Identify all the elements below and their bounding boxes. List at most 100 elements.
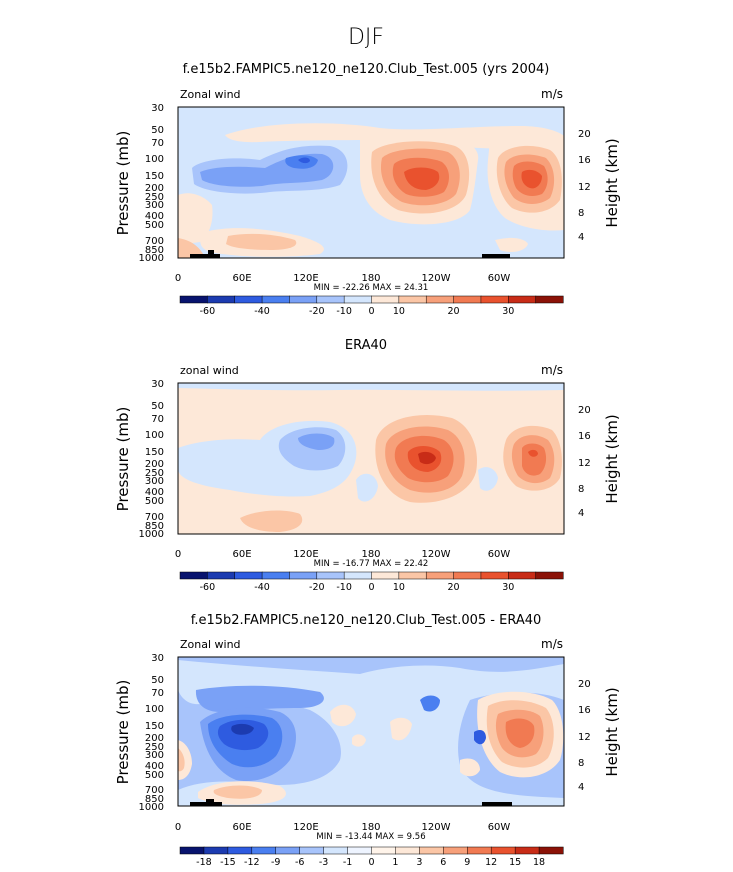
- contour-jet2-l3: [522, 443, 547, 476]
- ytick-label: 400: [145, 487, 164, 498]
- colorbar-swatch: [261, 571, 290, 580]
- colorbar-swatch: [453, 571, 482, 580]
- colorbar-swatch: [207, 571, 236, 580]
- panel-model-colorbar: -60 -40 -20 -10 0 10 20 30: [179, 295, 564, 317]
- ytick-label: 300: [145, 200, 164, 211]
- ytick-label: 50: [151, 125, 164, 136]
- panel-difference-frame: [177, 656, 565, 807]
- contour-jet2-l4: [521, 169, 542, 189]
- panel-difference-ylabel: Pressure (mb): [114, 680, 132, 785]
- contour-positive-left: [178, 238, 205, 258]
- contour-negative-top: [178, 383, 564, 391]
- ytick-label: 850: [145, 794, 164, 805]
- colorbar-label: 3: [416, 857, 422, 868]
- panel-era40-left-label: zonal wind: [180, 364, 239, 377]
- colorbar-swatch: [289, 571, 318, 580]
- panel-difference-title: f.e15b2.FAMPIC5.ne120_ne120.Club_Test.00…: [191, 613, 542, 628]
- panel-difference-left-label: Zonal wind: [180, 638, 241, 651]
- contour-positive-right4: [505, 718, 535, 748]
- colorbar-label: -3: [319, 857, 328, 868]
- colorbar-label: 1: [392, 857, 398, 868]
- ytick-label: 200: [145, 459, 164, 470]
- colorbar-swatch: [419, 846, 444, 855]
- panel-model-left-label: Zonal wind: [180, 88, 241, 101]
- colorbar-swatch: [179, 571, 208, 580]
- xtick-label: 0: [175, 822, 181, 833]
- xtick-label: 0: [175, 273, 181, 284]
- xtick-label: 120E: [293, 273, 318, 284]
- colorbar-swatch: [234, 571, 263, 580]
- contour-jet1-l4: [404, 167, 440, 190]
- xtick-label: 0: [175, 549, 181, 560]
- contour-jet2-l4: [528, 449, 538, 457]
- panel-model-ylabel: Pressure (mb): [114, 131, 132, 236]
- colorbar-label: 15: [509, 857, 521, 868]
- y2tick-label: 12: [578, 182, 591, 193]
- ytick-label: 100: [145, 704, 164, 715]
- colorbar-swatch: [179, 295, 208, 304]
- colorbar-swatch: [203, 846, 229, 855]
- colorbar-label: -15: [220, 857, 236, 868]
- panel-era40-xticks: 0 60E 120E 180 120W 60W: [175, 549, 511, 560]
- ytick-label: 150: [145, 721, 164, 732]
- colorbar-label: -40: [254, 582, 270, 593]
- panel-model: f.e15b2.FAMPIC5.ne120_ne120.Club_Test.00…: [114, 62, 621, 317]
- colorbar-swatch: [425, 571, 455, 580]
- contour-negative-mid: [356, 473, 378, 502]
- contour-positive-lower-inner: [226, 233, 297, 250]
- ytick-label: 300: [145, 750, 164, 761]
- colorbar-swatch: [425, 295, 455, 304]
- colorbar-label: 10: [393, 582, 405, 593]
- contour-negative-core: [298, 157, 310, 164]
- terrain-africa: [190, 250, 220, 258]
- colorbar-swatch: [398, 295, 427, 304]
- panel-era40-ylabel: Pressure (mb): [114, 407, 132, 512]
- panel-difference-units: m/s: [541, 637, 563, 651]
- contour-darker-top: [195, 685, 324, 712]
- y2tick-label: 20: [578, 405, 591, 416]
- colorbar-label: 9: [464, 857, 470, 868]
- contour-blob-white3: [352, 734, 366, 747]
- panel-difference-stats: MIN = -13.44 MAX = 9.56: [316, 832, 425, 842]
- ytick-label: 250: [145, 468, 164, 479]
- panel-model-yticks: 30 50 70 100 150 200 250 300 400 500 700…: [139, 103, 164, 264]
- panel-era40: ERA40 zonal wind m/s: [114, 338, 621, 593]
- ytick-label: 400: [145, 761, 164, 772]
- ytick-label: 500: [145, 496, 164, 507]
- contour-positive-lower2: [213, 785, 262, 799]
- ytick-label: 1000: [139, 802, 164, 813]
- ytick-label: 700: [145, 236, 164, 247]
- xtick-label: 60W: [488, 273, 511, 284]
- colorbar-swatch: [480, 571, 509, 580]
- ytick-label: 30: [151, 653, 164, 664]
- xtick-label: 120E: [293, 822, 318, 833]
- ytick-label: 700: [145, 512, 164, 523]
- contour-positive-east-lower: [495, 237, 528, 252]
- panel-era40-frame: [177, 382, 565, 535]
- xtick-label: 180: [361, 273, 380, 284]
- colorbar-swatch: [514, 846, 540, 855]
- colorbar-label: 0: [368, 582, 374, 593]
- ytick-label: 100: [145, 154, 164, 165]
- panel-era40-stats: MIN = -16.77 MAX = 22.42: [314, 559, 429, 569]
- colorbar-swatch: [251, 846, 277, 855]
- contour-negative-3: [217, 719, 269, 751]
- colorbar-label: -6: [295, 857, 304, 868]
- colorbar-swatch: [316, 571, 345, 580]
- panel-era40-contours: [178, 383, 564, 534]
- colorbar-swatch: [371, 571, 400, 580]
- contour-blue-right: [474, 730, 486, 745]
- ytick-label: 500: [145, 770, 164, 781]
- colorbar-swatch: [179, 846, 205, 855]
- colorbar-swatch: [480, 295, 509, 304]
- colorbar-label: 6: [440, 857, 446, 868]
- ytick-label: 250: [145, 192, 164, 203]
- colorbar-swatch: [316, 295, 345, 304]
- colorbar-swatch: [508, 295, 537, 304]
- y2tick-label: 16: [578, 155, 591, 166]
- colorbar-swatch: [299, 846, 325, 855]
- ytick-label: 850: [145, 245, 164, 256]
- panel-era40-plot: 30 50 70 100 150 200 250 300 400 500 700…: [114, 379, 621, 569]
- colorbar-label: 0: [368, 857, 374, 868]
- xtick-label: 120W: [422, 273, 451, 284]
